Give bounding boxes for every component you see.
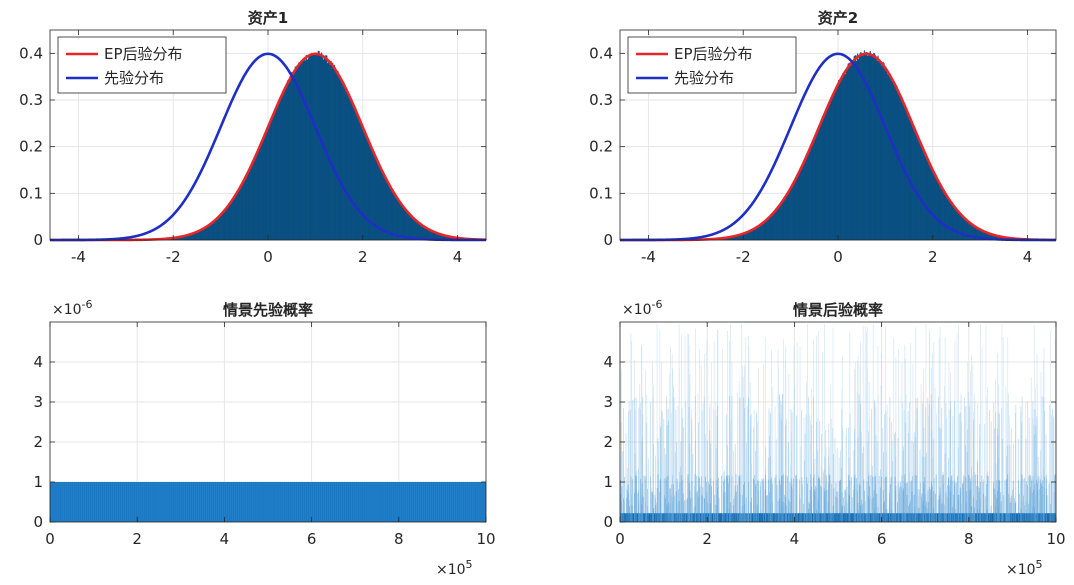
bar-spikes-tall	[620, 324, 1057, 522]
x-axis: 0 2 4 6 8 10	[45, 322, 496, 548]
x-tick-label: 6	[307, 530, 317, 548]
y-tick-label: 2	[33, 433, 43, 451]
subplot-4: 0 2 4 6 8 10 0 1 2 3 4 情景后验概率 ×10-6 ×105	[603, 298, 1065, 578]
y-tick-label: 2	[603, 433, 613, 451]
x-tick-label: -4	[71, 248, 86, 266]
bar-spikes-mid	[620, 394, 1055, 522]
y-tick-label: 0	[603, 231, 613, 249]
series-line	[619, 52, 1057, 242]
y-tick-label: 0	[33, 231, 43, 249]
y-tick-label: 0	[603, 513, 613, 531]
y-axis: 0 1 2 3 4	[33, 353, 486, 531]
x-axis: -4 -2 0 2 4	[71, 30, 462, 266]
y-tick-label: 0.3	[589, 91, 613, 109]
x-tick-label: 4	[1023, 248, 1033, 266]
x-tick-label: 8	[394, 530, 404, 548]
legend-label: EP后验分布	[104, 45, 183, 63]
y-axis: 0 0.1 0.2 0.3 0.4	[19, 44, 486, 249]
y-tick-label: 0.2	[589, 138, 613, 156]
y-tick-label: 0.3	[19, 91, 43, 109]
chart-title: 情景先验概率	[223, 301, 313, 319]
y-tick-label: 0.4	[589, 44, 613, 62]
x-tick-label: 4	[453, 248, 463, 266]
axes-frame	[619, 321, 1057, 523]
chart-title: 资产2	[818, 9, 858, 27]
legend-box	[57, 36, 227, 94]
bar-base	[620, 513, 1056, 522]
x-axis: 0 2 4 6 8 10	[615, 322, 1066, 548]
chart-title: 资产1	[248, 9, 288, 27]
y-exponent-label: ×10-6	[52, 298, 93, 318]
x-tick-label: 0	[615, 530, 625, 548]
y-exponent-label: ×10-6	[622, 298, 663, 318]
x-tick-label: 8	[964, 530, 974, 548]
x-exponent-label: ×105	[436, 558, 473, 578]
y-tick-label: 1	[33, 473, 43, 491]
x-tick-label: 10	[476, 530, 495, 548]
bars	[620, 324, 1057, 522]
x-tick-label: 2	[132, 530, 142, 548]
y-axis: 0 0.1 0.2 0.3 0.4	[589, 44, 1056, 249]
y-tick-label: 1	[603, 473, 613, 491]
x-tick-label: 4	[790, 530, 800, 548]
y-tick-label: 0.1	[19, 184, 43, 202]
y-tick-label: 4	[603, 353, 613, 371]
y-tick-label: 4	[33, 353, 43, 371]
subplot-3: 0 2 4 6 8 10 0 1 2 3 4 情景先验概率 ×10-6 ×105	[33, 298, 495, 578]
x-tick-label: 2	[928, 248, 938, 266]
y-axis: 0 1 2 3 4	[603, 353, 1056, 531]
x-tick-label: 6	[877, 530, 887, 548]
y-tick-label: 0.2	[19, 138, 43, 156]
x-tick-label: 2	[358, 248, 368, 266]
x-tick-label: 10	[1046, 530, 1065, 548]
x-axis: -4 -2 0 2 4	[641, 30, 1032, 266]
y-tick-label: 3	[33, 393, 43, 411]
x-tick-label: -2	[166, 248, 181, 266]
x-tick-label: 4	[220, 530, 230, 548]
x-exponent-label: ×105	[1006, 558, 1043, 578]
chart-title: 情景后验概率	[793, 301, 883, 319]
y-tick-label: 0.1	[589, 184, 613, 202]
legend-label: 先验分布	[674, 69, 734, 87]
legend-label: EP后验分布	[674, 45, 753, 63]
y-tick-label: 0.4	[19, 44, 43, 62]
y-tick-label: 3	[603, 393, 613, 411]
axes-frame	[49, 321, 487, 523]
bars	[49, 482, 486, 522]
axes-background	[620, 322, 1056, 522]
x-tick-label: -4	[641, 248, 656, 266]
x-tick-label: 0	[45, 530, 55, 548]
plot-area	[620, 324, 1057, 522]
series-line	[49, 52, 487, 242]
x-tick-label: 2	[702, 530, 712, 548]
legend-box	[627, 36, 797, 94]
x-tick-label: -2	[736, 248, 751, 266]
y-tick-label: 0	[33, 513, 43, 531]
bar-spikes-low	[620, 474, 1057, 522]
legend-label: 先验分布	[104, 69, 164, 87]
x-tick-label: 0	[833, 248, 843, 266]
plot-area	[49, 482, 486, 522]
x-tick-label: 0	[263, 248, 273, 266]
